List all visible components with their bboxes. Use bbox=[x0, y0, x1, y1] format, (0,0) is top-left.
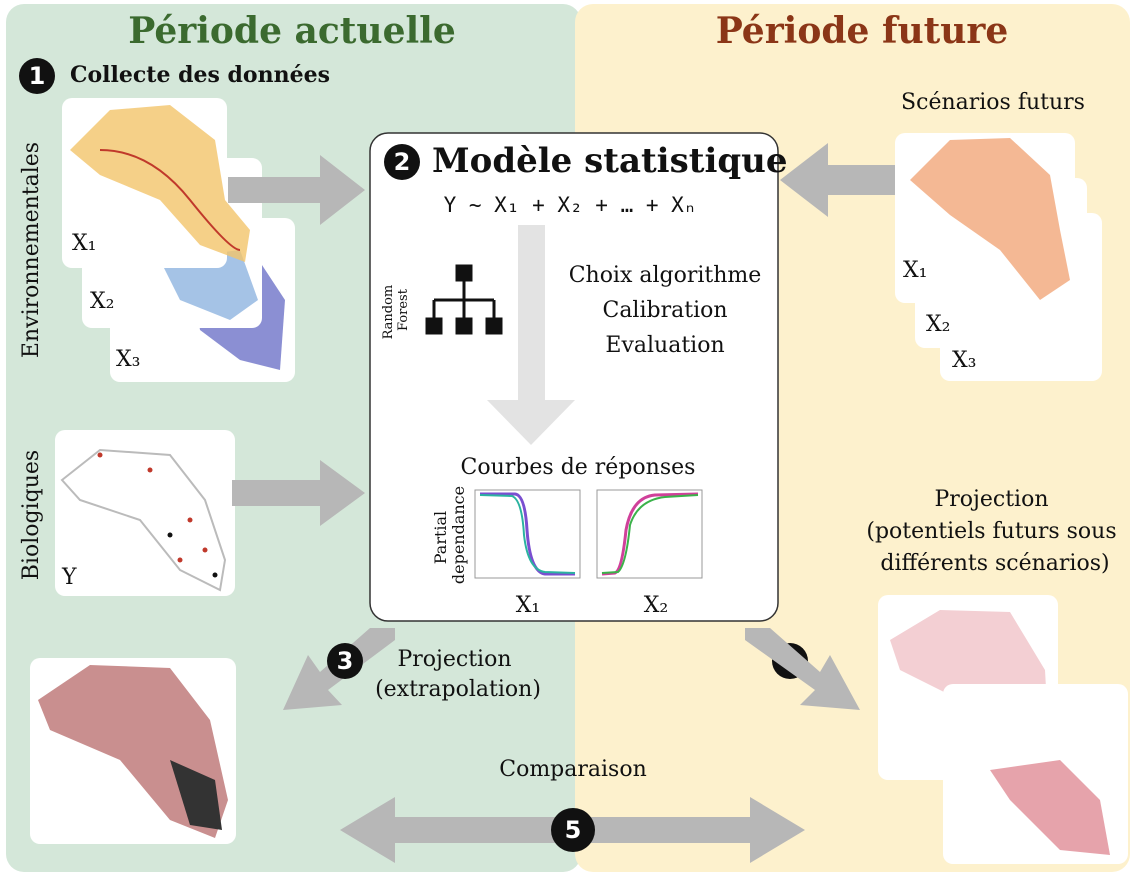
task: Evaluation bbox=[605, 333, 724, 358]
section-label: Environnementales bbox=[19, 142, 44, 358]
step-title: Modèle statistique bbox=[432, 141, 788, 181]
map bbox=[70, 105, 250, 262]
map bbox=[38, 665, 228, 838]
task: Calibration bbox=[602, 298, 727, 323]
panel-title: Période actuelle bbox=[128, 10, 455, 52]
response-curve bbox=[479, 494, 576, 574]
section-label: Scénarios futurs bbox=[901, 90, 1085, 115]
arrow bbox=[780, 143, 918, 217]
tree-icon bbox=[425, 264, 503, 335]
layer-label: X₁ bbox=[903, 258, 927, 283]
section-label: Biologiques bbox=[19, 450, 44, 580]
layer-label: X₃ bbox=[116, 347, 140, 372]
map bbox=[60, 448, 227, 592]
label-line: (extrapolation) bbox=[375, 677, 541, 702]
label-line: Projection bbox=[397, 647, 511, 672]
layer-label: X₃ bbox=[952, 348, 976, 373]
algorithm-label: Random Forest bbox=[381, 281, 411, 340]
env-maps bbox=[62, 98, 295, 382]
map-card bbox=[55, 430, 235, 596]
step-badge bbox=[551, 808, 595, 852]
step-badge bbox=[384, 144, 420, 180]
flow-arrow bbox=[487, 225, 575, 445]
step-number: 3 bbox=[337, 647, 354, 675]
arrow bbox=[228, 155, 365, 225]
arrow bbox=[232, 460, 365, 526]
step-number: 2 bbox=[394, 148, 411, 176]
label-line: différents scénarios) bbox=[880, 551, 1109, 576]
map bbox=[990, 760, 1110, 855]
sample-points bbox=[97, 452, 218, 578]
step-number: 1 bbox=[29, 62, 46, 90]
algorithm-line: Forest bbox=[396, 288, 411, 331]
axis-line: Partial bbox=[431, 511, 450, 564]
plot-frame bbox=[596, 489, 703, 579]
layer-label: X₂ bbox=[90, 289, 114, 314]
response-curve bbox=[601, 492, 699, 576]
layer-label: X₁ bbox=[72, 231, 96, 256]
formula: Y ~ X₁ + X₂ + … + Xₙ bbox=[444, 193, 697, 217]
step-badge bbox=[19, 58, 55, 94]
axis-line: dependance bbox=[449, 486, 468, 584]
layer-label: X₂ bbox=[926, 312, 950, 337]
step-badge bbox=[327, 643, 363, 679]
plot-label: X₁ bbox=[516, 593, 540, 618]
river bbox=[99, 149, 241, 251]
algorithm-line: Random bbox=[381, 285, 396, 340]
curves-title: Courbes de réponses bbox=[461, 455, 696, 480]
response-curve bbox=[601, 494, 699, 574]
comparison-label: Comparaison bbox=[499, 757, 647, 782]
arrow bbox=[745, 628, 860, 710]
layer-label: Y bbox=[61, 565, 77, 590]
projection-label: Projection (potentiels futurs sous diffé… bbox=[866, 487, 1123, 576]
task: Choix algorithme bbox=[569, 263, 762, 288]
step-title: Collecte des données bbox=[70, 62, 330, 88]
projection-label: Projection (extrapolation) bbox=[375, 647, 541, 702]
map-hotspot bbox=[170, 760, 222, 830]
axis-label: Partial dependance bbox=[431, 486, 468, 584]
step-number: 5 bbox=[565, 816, 582, 844]
panel-title: Période future bbox=[716, 10, 1009, 52]
plot-label: X₂ bbox=[644, 593, 668, 618]
map bbox=[910, 138, 1070, 300]
label-line: (potentiels futurs sous bbox=[866, 519, 1116, 544]
label-line: Projection bbox=[934, 487, 1048, 512]
